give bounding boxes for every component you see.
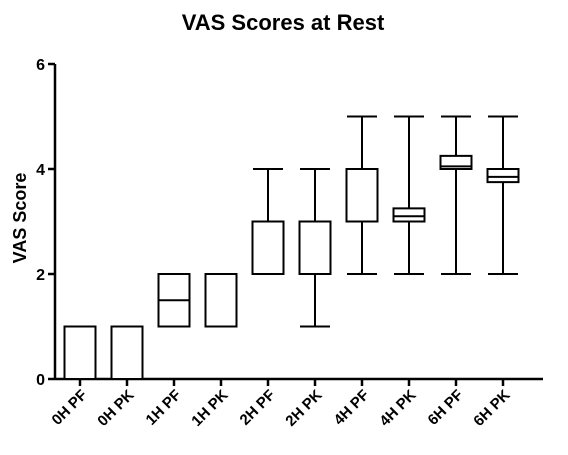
x-tick-label: 1H PF: [143, 387, 185, 429]
iqr-box: [298, 220, 332, 275]
box-1h-pf: [157, 273, 191, 328]
box-2h-pf: [251, 168, 285, 275]
iqr-box: [345, 168, 379, 223]
iqr-box: [392, 207, 426, 223]
y-tick-label: 2: [36, 267, 45, 284]
x-tick-label: 2H PK: [282, 387, 325, 430]
iqr-box: [251, 220, 285, 275]
box-4h-pk: [392, 115, 426, 275]
x-tick-label: 0H PF: [49, 387, 91, 429]
iqr-box: [63, 325, 97, 380]
iqr-box: [486, 168, 520, 184]
x-tick-label: 6H PF: [425, 387, 467, 429]
x-tick-labels: 0H PF 0H PK 1H PF 1H PK 2H PF 2H PK 4H PF 4H PK…: [49, 387, 514, 430]
chart-title: VAS Scores at Rest: [182, 10, 385, 35]
x-tick-label: 4H PF: [331, 387, 373, 429]
box-4h-pf: [345, 115, 379, 275]
y-tick-label: 4: [36, 162, 45, 179]
box-0h-pk: [110, 325, 144, 380]
x-tick-label: 1H PK: [188, 387, 231, 430]
box-1h-pk: [204, 273, 238, 328]
y-axis-label: VAS Score: [10, 173, 30, 264]
x-tick-label: 0H PK: [94, 387, 137, 430]
x-tick-label: 2H PF: [237, 387, 279, 429]
y-tick-label: 6: [36, 57, 45, 74]
x-tick-label: 4H PK: [376, 387, 419, 430]
box-2h-pk: [298, 168, 332, 328]
y-tick-label: 0: [36, 372, 45, 389]
box-0h-pf: [63, 325, 97, 380]
boxes: [63, 115, 520, 380]
x-tick-label: 6H PK: [470, 387, 513, 430]
box-6h-pf: [439, 115, 473, 275]
iqr-box: [110, 325, 144, 380]
iqr-box: [204, 273, 238, 328]
box-6h-pk: [486, 115, 520, 275]
